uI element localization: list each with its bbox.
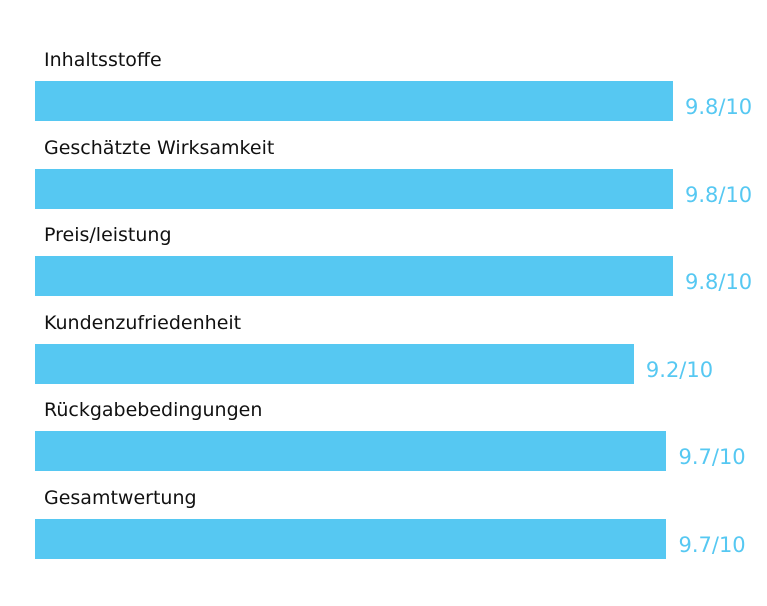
rating-score: 9.8/10 [684, 95, 753, 119]
rating-score: 9.7/10 [678, 445, 746, 469]
rating-score: 9.8/10 [684, 182, 753, 207]
rating-bar [35, 518, 667, 559]
rating-bar [35, 81, 673, 121]
rating-label: Inhaltsstoffe [44, 49, 162, 71]
rating-score: 9.2/10 [645, 357, 714, 382]
rating-row: Inhaltsstoffe 9.8/10 [0, 48, 767, 138]
rating-bar [35, 343, 634, 384]
rating-bar [35, 256, 673, 296]
rating-bar [35, 168, 673, 209]
rating-score: 9.7/10 [678, 532, 746, 557]
rating-label: Preis/leistung [44, 224, 172, 246]
rating-row: Rückgabebedingungen 9.7/10 [0, 398, 767, 488]
rating-bar [35, 431, 667, 471]
rating-label: Kundenzufriedenheit [44, 311, 242, 334]
rating-label: Rückgabebedingungen [44, 399, 263, 421]
rating-row: Preis/leistung 9.8/10 [0, 223, 767, 313]
rating-label: Geschätzte Wirksamkeit [44, 136, 275, 159]
rating-row: Gesamtwertung 9.7/10 [0, 486, 767, 576]
rating-label: Gesamtwertung [44, 486, 197, 509]
rating-row: Kundenzufriedenheit 9.2/10 [0, 311, 767, 401]
rating-score: 9.8/10 [684, 270, 753, 294]
rating-row: Geschätzte Wirksamkeit 9.8/10 [0, 136, 767, 226]
